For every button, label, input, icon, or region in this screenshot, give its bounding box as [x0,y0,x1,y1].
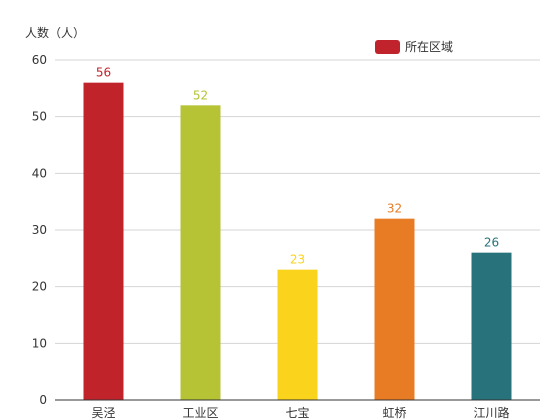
y-tick-label: 60 [32,53,47,67]
y-tick-label: 20 [32,280,47,294]
data-label: 23 [290,253,305,267]
data-label: 56 [96,66,111,80]
legend[interactable]: 所在区域 [375,40,453,54]
bar-1[interactable] [83,82,124,401]
legend-swatch[interactable] [375,40,400,54]
y-tick-label: 50 [32,110,47,124]
data-label: 32 [387,202,402,216]
y-tick-label: 40 [32,166,47,180]
y-tick-label: 30 [32,223,47,237]
bar-5[interactable] [471,252,512,400]
x-tick-label: 江川路 [473,405,509,420]
bar-2[interactable] [180,105,221,400]
data-label: 26 [484,236,499,250]
y-tick-label: 10 [32,336,47,350]
x-tick-label: 吴泾 [91,406,115,420]
x-tick-label: 七宝 [285,406,309,420]
x-tick-label: 工业区 [182,406,218,420]
y-axis-label: 人数（人） [25,25,85,40]
legend-label[interactable]: 所在区域 [405,40,453,54]
x-tick-label: 虹桥 [382,406,406,420]
y-tick-label: 0 [39,393,47,407]
bar-3[interactable] [277,269,318,400]
data-label: 52 [193,88,208,102]
bar-4[interactable] [374,218,415,400]
